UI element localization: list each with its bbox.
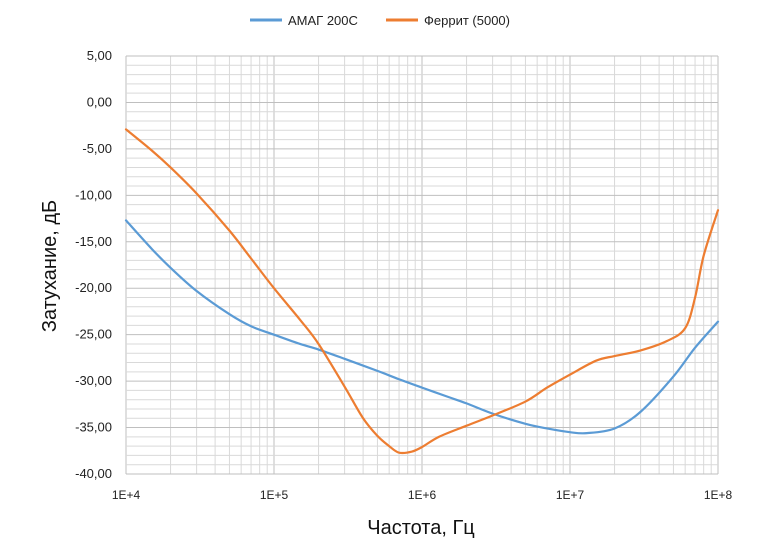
x-tick-label: 1E+8: [704, 488, 733, 502]
legend-label-1: Феррит (5000): [424, 13, 510, 28]
series-line-0: [124, 219, 720, 435]
plot-grid: [125, 55, 719, 475]
y-tick-label: -40,00: [75, 466, 112, 481]
y-tick-label: -30,00: [75, 373, 112, 388]
x-tick-label: 1E+6: [408, 488, 437, 502]
x-tick-label: 1E+7: [556, 488, 585, 502]
y-tick-label: -25,00: [75, 327, 112, 342]
legend: АМАГ 200С Феррит (5000): [250, 13, 510, 28]
series-line-1: [124, 128, 720, 455]
x-axis-ticks: 1E+4 1E+5 1E+6 1E+7 1E+8: [112, 488, 733, 502]
legend-label-0: АМАГ 200С: [288, 13, 358, 28]
x-tick-label: 1E+5: [260, 488, 289, 502]
series-lines: [124, 128, 720, 455]
x-tick-label: 1E+4: [112, 488, 141, 502]
y-tick-label: -5,00: [82, 141, 112, 156]
y-tick-label: 0,00: [87, 94, 112, 109]
y-tick-label: 5,00: [87, 48, 112, 63]
y-tick-label: -15,00: [75, 234, 112, 249]
y-tick-label: -35,00: [75, 420, 112, 435]
y-tick-label: -10,00: [75, 187, 112, 202]
y-axis-ticks: 5,00 0,00 -5,00 -10,00 -15,00 -20,00 -25,00 -30…: [75, 48, 112, 481]
y-axis-title: Затухание, дБ: [39, 200, 61, 332]
y-tick-label: -20,00: [75, 280, 112, 295]
x-axis-title: Частота, Гц: [367, 517, 475, 539]
